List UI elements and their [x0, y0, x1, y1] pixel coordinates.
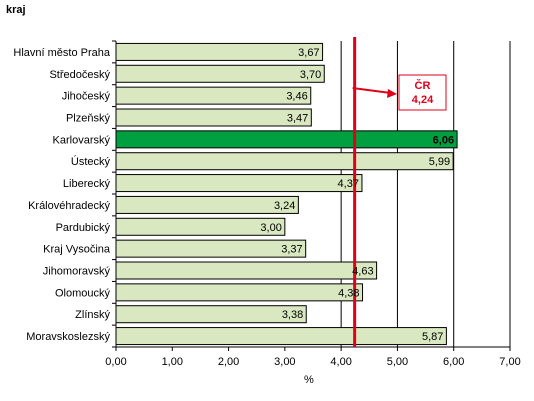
category-label: Ústecký — [71, 155, 111, 168]
bar — [115, 130, 458, 149]
data-label: 5,99 — [429, 156, 450, 168]
value-tick-label: 0,00 — [105, 356, 126, 368]
data-label: 5,87 — [422, 331, 443, 343]
data-label: 3,67 — [298, 47, 319, 59]
reference-label-line1: ČR — [415, 79, 431, 92]
data-label: 3,00 — [260, 222, 281, 234]
value-tick-label: 1,00 — [162, 356, 183, 368]
category-label: Jihomoravský — [43, 266, 111, 278]
bar — [115, 283, 364, 302]
data-label: 4,63 — [352, 266, 373, 278]
category-label: Jihočeský — [62, 91, 111, 103]
data-label: 3,47 — [287, 113, 308, 125]
data-label: 4,38 — [338, 287, 359, 299]
bar — [115, 108, 312, 127]
reference-label-box — [398, 74, 447, 111]
bar — [115, 261, 378, 280]
reference-arrow-head — [387, 89, 397, 98]
category-axis-title: kraj — [6, 4, 26, 16]
reference-arrow-shaft — [352, 87, 392, 94]
data-label: 3,38 — [282, 309, 303, 321]
data-label: 3,70 — [300, 69, 321, 81]
value-tick-label: 6,00 — [443, 356, 464, 368]
category-label: Kraj Vysočina — [43, 244, 111, 256]
bar — [115, 86, 312, 105]
data-label: 3,24 — [274, 200, 295, 212]
bar — [115, 327, 447, 346]
category-label: Hlavní město Praha — [13, 47, 110, 59]
bar — [115, 42, 324, 61]
category-label: Liberecký — [63, 178, 111, 190]
data-label: 4,37 — [338, 178, 359, 190]
data-label: 3,37 — [281, 244, 302, 256]
category-label: Středočeský — [49, 69, 110, 81]
reference-label-value: 4,24 — [412, 94, 434, 106]
value-tick-label: 4,00 — [330, 356, 351, 368]
category-label: Plzeňský — [66, 113, 111, 125]
category-label: Královéhradecký — [28, 200, 110, 212]
bar — [115, 239, 307, 258]
bar — [115, 305, 307, 324]
value-axis-title: % — [304, 374, 314, 386]
category-label: Zlínský — [75, 309, 110, 321]
value-tick-label: 3,00 — [274, 356, 295, 368]
category-label: Karlovarský — [53, 134, 111, 146]
bar — [115, 152, 454, 171]
value-tick-label: 5,00 — [387, 356, 408, 368]
category-label: Moravskoslezský — [26, 331, 110, 343]
category-label: Olomoucký — [55, 287, 111, 299]
bar — [115, 174, 363, 193]
value-tick-label: 7,00 — [499, 356, 520, 368]
bar — [115, 64, 325, 83]
value-tick-label: 2,00 — [218, 356, 239, 368]
data-label: 3,46 — [286, 91, 307, 103]
category-label: Pardubický — [56, 222, 111, 234]
bar — [115, 195, 299, 214]
data-label: 6,06 — [433, 134, 454, 146]
